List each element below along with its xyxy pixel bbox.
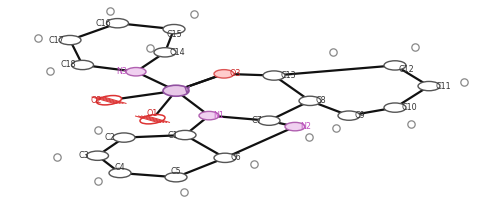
Point [46, 69, 54, 72]
Point [94, 179, 102, 183]
Point [190, 13, 198, 16]
Text: V: V [184, 86, 190, 95]
Text: C7: C7 [251, 116, 262, 125]
Text: C12: C12 [398, 65, 414, 74]
Ellipse shape [96, 96, 122, 105]
Point [305, 135, 313, 138]
Text: C14: C14 [170, 48, 186, 57]
Point [180, 190, 188, 194]
Point [332, 127, 340, 130]
Ellipse shape [140, 115, 165, 124]
Circle shape [72, 60, 94, 70]
Point [328, 51, 336, 54]
Circle shape [106, 19, 128, 28]
Circle shape [163, 24, 185, 34]
Circle shape [59, 35, 81, 45]
Point [106, 9, 114, 13]
Point [250, 162, 258, 165]
Text: C2: C2 [104, 133, 116, 142]
Text: C9: C9 [354, 111, 366, 120]
Text: N2: N2 [300, 122, 312, 131]
Point [52, 156, 60, 159]
Text: N3: N3 [116, 67, 128, 76]
Text: C11: C11 [435, 82, 451, 91]
Point [146, 46, 154, 50]
Circle shape [263, 71, 285, 80]
Text: O3: O3 [230, 69, 240, 78]
Circle shape [384, 61, 406, 70]
Circle shape [154, 48, 176, 57]
Circle shape [163, 85, 189, 96]
Circle shape [199, 111, 219, 120]
Text: C3: C3 [78, 151, 89, 160]
Text: C4: C4 [114, 163, 126, 172]
Text: C17: C17 [48, 36, 64, 45]
Text: C1: C1 [167, 131, 178, 139]
Circle shape [214, 153, 236, 162]
Circle shape [418, 81, 440, 91]
Text: C5: C5 [170, 167, 181, 176]
Point [407, 123, 415, 126]
Text: C8: C8 [316, 96, 326, 105]
Text: C10: C10 [401, 103, 417, 112]
Text: C13: C13 [280, 71, 296, 80]
Text: O2: O2 [91, 96, 102, 105]
Circle shape [384, 103, 406, 112]
Circle shape [165, 173, 187, 182]
Point [460, 80, 468, 84]
Text: C6: C6 [230, 153, 241, 162]
Circle shape [126, 68, 146, 76]
Circle shape [299, 96, 321, 106]
Text: C18: C18 [60, 61, 76, 69]
Point [94, 129, 102, 132]
Circle shape [86, 151, 108, 160]
Text: O1: O1 [147, 110, 158, 118]
Circle shape [113, 133, 135, 142]
Point [34, 36, 42, 39]
Circle shape [285, 122, 305, 131]
Point [411, 46, 419, 49]
Text: N1: N1 [214, 111, 224, 120]
Circle shape [338, 111, 360, 120]
Circle shape [214, 70, 234, 78]
Text: C16: C16 [96, 19, 112, 28]
Circle shape [174, 130, 196, 140]
Circle shape [258, 116, 280, 125]
Circle shape [109, 168, 131, 178]
Text: C15: C15 [166, 30, 182, 39]
